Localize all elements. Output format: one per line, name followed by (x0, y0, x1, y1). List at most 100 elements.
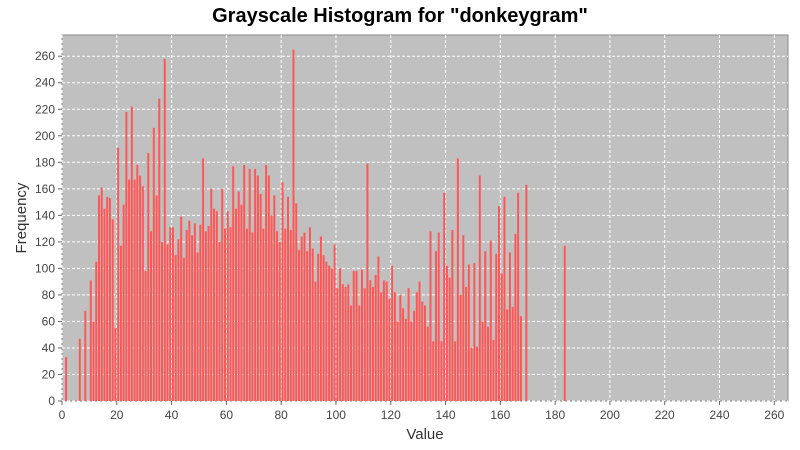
histogram-bar (336, 288, 339, 401)
histogram-bar (382, 280, 385, 401)
histogram-bar (484, 251, 487, 401)
histogram-bar (213, 208, 216, 401)
histogram-bar (495, 253, 498, 401)
x-tick-label: 200 (600, 408, 620, 422)
histogram-bar (259, 194, 262, 401)
histogram-bar (448, 277, 451, 401)
y-axis-ticks: 0 20 40 60 80 100 120 140 160 180 200 220 240 260 (35, 49, 62, 408)
histogram-bar (303, 232, 306, 401)
histogram-bar (125, 111, 128, 401)
histogram-bar (161, 241, 163, 401)
histogram-bar (317, 253, 320, 401)
y-tick-label: 20 (42, 367, 56, 381)
histogram-bar (508, 252, 511, 401)
y-tick-label: 80 (42, 288, 56, 302)
histogram-bar (492, 340, 495, 401)
y-tick-label: 260 (35, 49, 55, 63)
histogram-bars (65, 49, 566, 402)
histogram-bar (226, 211, 229, 401)
histogram-bar (421, 301, 424, 401)
histogram-bar (347, 284, 350, 401)
histogram-bar (325, 261, 328, 401)
histogram-bar (232, 166, 235, 401)
histogram-bar (432, 341, 435, 401)
histogram-bar (322, 255, 325, 401)
histogram-bar (465, 286, 468, 401)
y-tick-label: 140 (35, 208, 55, 222)
x-tick-label: 180 (545, 408, 565, 422)
histogram-bar (265, 164, 268, 401)
y-tick-label: 120 (35, 235, 55, 249)
histogram-bar (174, 255, 177, 401)
histogram-bar (65, 357, 68, 401)
x-tick-label: 20 (110, 408, 124, 422)
histogram-bar (284, 228, 287, 401)
histogram-bar (404, 318, 407, 401)
histogram-bar (437, 232, 440, 401)
histogram-bar (117, 147, 120, 401)
histogram-bar (245, 228, 248, 401)
histogram-bar (108, 198, 111, 401)
histogram-bar (380, 292, 383, 401)
histogram-bar (152, 127, 155, 401)
histogram-bar (385, 281, 388, 401)
x-axis-title: Value (406, 426, 443, 443)
chart-title: Grayscale Histogram for "donkeygram" (212, 5, 588, 27)
histogram-bar (308, 227, 311, 401)
histogram-bar (133, 179, 136, 401)
histogram-bar (130, 106, 133, 402)
histogram-bar (476, 346, 479, 401)
y-tick-label: 40 (42, 341, 56, 355)
histogram-bar (339, 268, 342, 401)
histogram-bar (202, 158, 205, 401)
histogram-bar (462, 235, 465, 401)
histogram-bar (103, 208, 106, 401)
histogram-bar (289, 229, 292, 401)
histogram-bar (369, 280, 372, 401)
histogram-bar (459, 294, 462, 401)
histogram-bar (434, 251, 437, 401)
x-tick-label: 120 (381, 408, 401, 422)
x-tick-label: 140 (436, 408, 456, 422)
x-tick-label: 0 (59, 408, 66, 422)
histogram-bar (388, 298, 391, 401)
x-tick-label: 100 (326, 408, 346, 422)
y-tick-label: 160 (35, 182, 55, 196)
histogram-bar (221, 188, 224, 401)
histogram-bar (481, 321, 484, 401)
histogram-bar (114, 328, 117, 401)
histogram-bar (473, 263, 476, 401)
histogram-bar (188, 220, 191, 401)
histogram-bar (185, 229, 188, 401)
histogram-bar (358, 305, 361, 401)
histogram-bar (366, 163, 369, 401)
histogram-bar (262, 228, 265, 401)
histogram-bar (341, 284, 344, 401)
histogram-bar (106, 196, 109, 401)
histogram-bar (363, 288, 366, 401)
histogram-bar (89, 280, 92, 401)
histogram-bar (155, 195, 158, 401)
x-tick-label: 80 (274, 408, 288, 422)
histogram-bar (248, 168, 251, 401)
histogram-bar (276, 231, 279, 401)
histogram-bar (396, 321, 399, 401)
histogram-bar (497, 206, 500, 401)
histogram-bar (451, 229, 454, 401)
histogram-bar (78, 338, 81, 401)
histogram-bar (171, 227, 174, 401)
histogram-bar (415, 292, 418, 401)
histogram-bar (443, 192, 446, 401)
histogram-bar (139, 175, 142, 401)
histogram-bar (344, 286, 347, 401)
histogram-bar (251, 232, 254, 401)
histogram-bar (514, 233, 517, 401)
y-tick-label: 100 (35, 261, 55, 275)
histogram-bar (234, 208, 237, 401)
histogram-bar (424, 305, 426, 401)
histogram-bar (193, 223, 196, 401)
y-tick-label: 220 (35, 102, 55, 116)
histogram-bar (84, 310, 87, 401)
histogram-bar (503, 196, 506, 401)
histogram-bar (177, 239, 180, 401)
